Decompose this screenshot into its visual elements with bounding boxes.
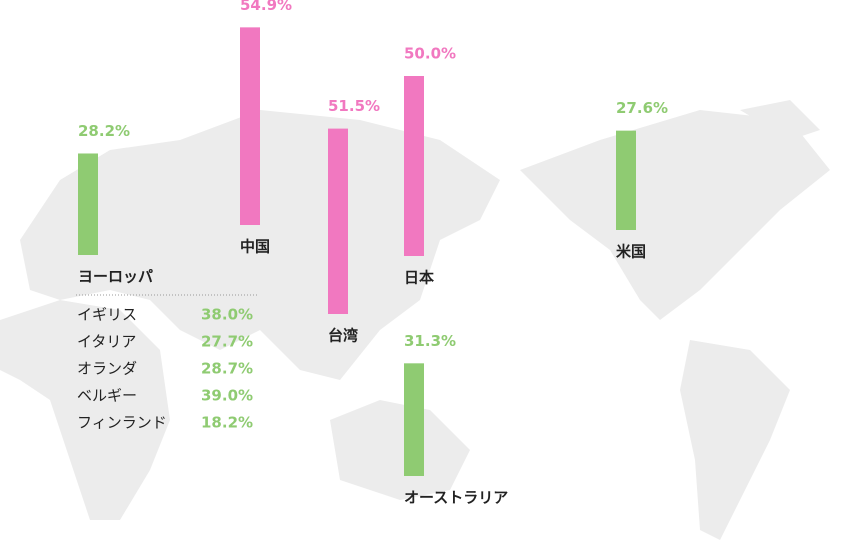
region-label: 台湾	[328, 327, 358, 345]
country-value: 38.0%	[201, 306, 253, 324]
value-label: 50.0%	[404, 45, 456, 63]
country-value: 28.7%	[201, 360, 253, 378]
region-label: 日本	[404, 269, 434, 287]
bar	[404, 76, 424, 256]
region-label: ヨーロッパ	[78, 268, 153, 286]
country-label: フィンランド	[77, 414, 167, 432]
bar	[404, 363, 424, 476]
value-label: 27.6%	[616, 99, 668, 117]
bar	[78, 153, 98, 255]
value-label: 54.9%	[240, 0, 292, 14]
country-label: オランダ	[77, 360, 137, 378]
country-label: イギリス	[77, 306, 137, 324]
country-label: ベルギー	[77, 387, 137, 405]
country-value: 39.0%	[201, 387, 253, 405]
world-map	[0, 100, 830, 540]
value-label: 51.5%	[328, 97, 380, 115]
value-label: 28.2%	[78, 122, 130, 140]
bar	[328, 128, 348, 314]
country-value: 27.7%	[201, 333, 253, 351]
region-label: 中国	[240, 238, 270, 256]
value-label: 31.3%	[404, 332, 456, 350]
country-label: イタリア	[77, 333, 136, 351]
country-value: 18.2%	[201, 414, 253, 432]
region-label: 米国	[616, 243, 646, 261]
bar	[616, 130, 636, 230]
bar	[240, 27, 260, 225]
region-label: オーストラリア	[404, 489, 508, 507]
